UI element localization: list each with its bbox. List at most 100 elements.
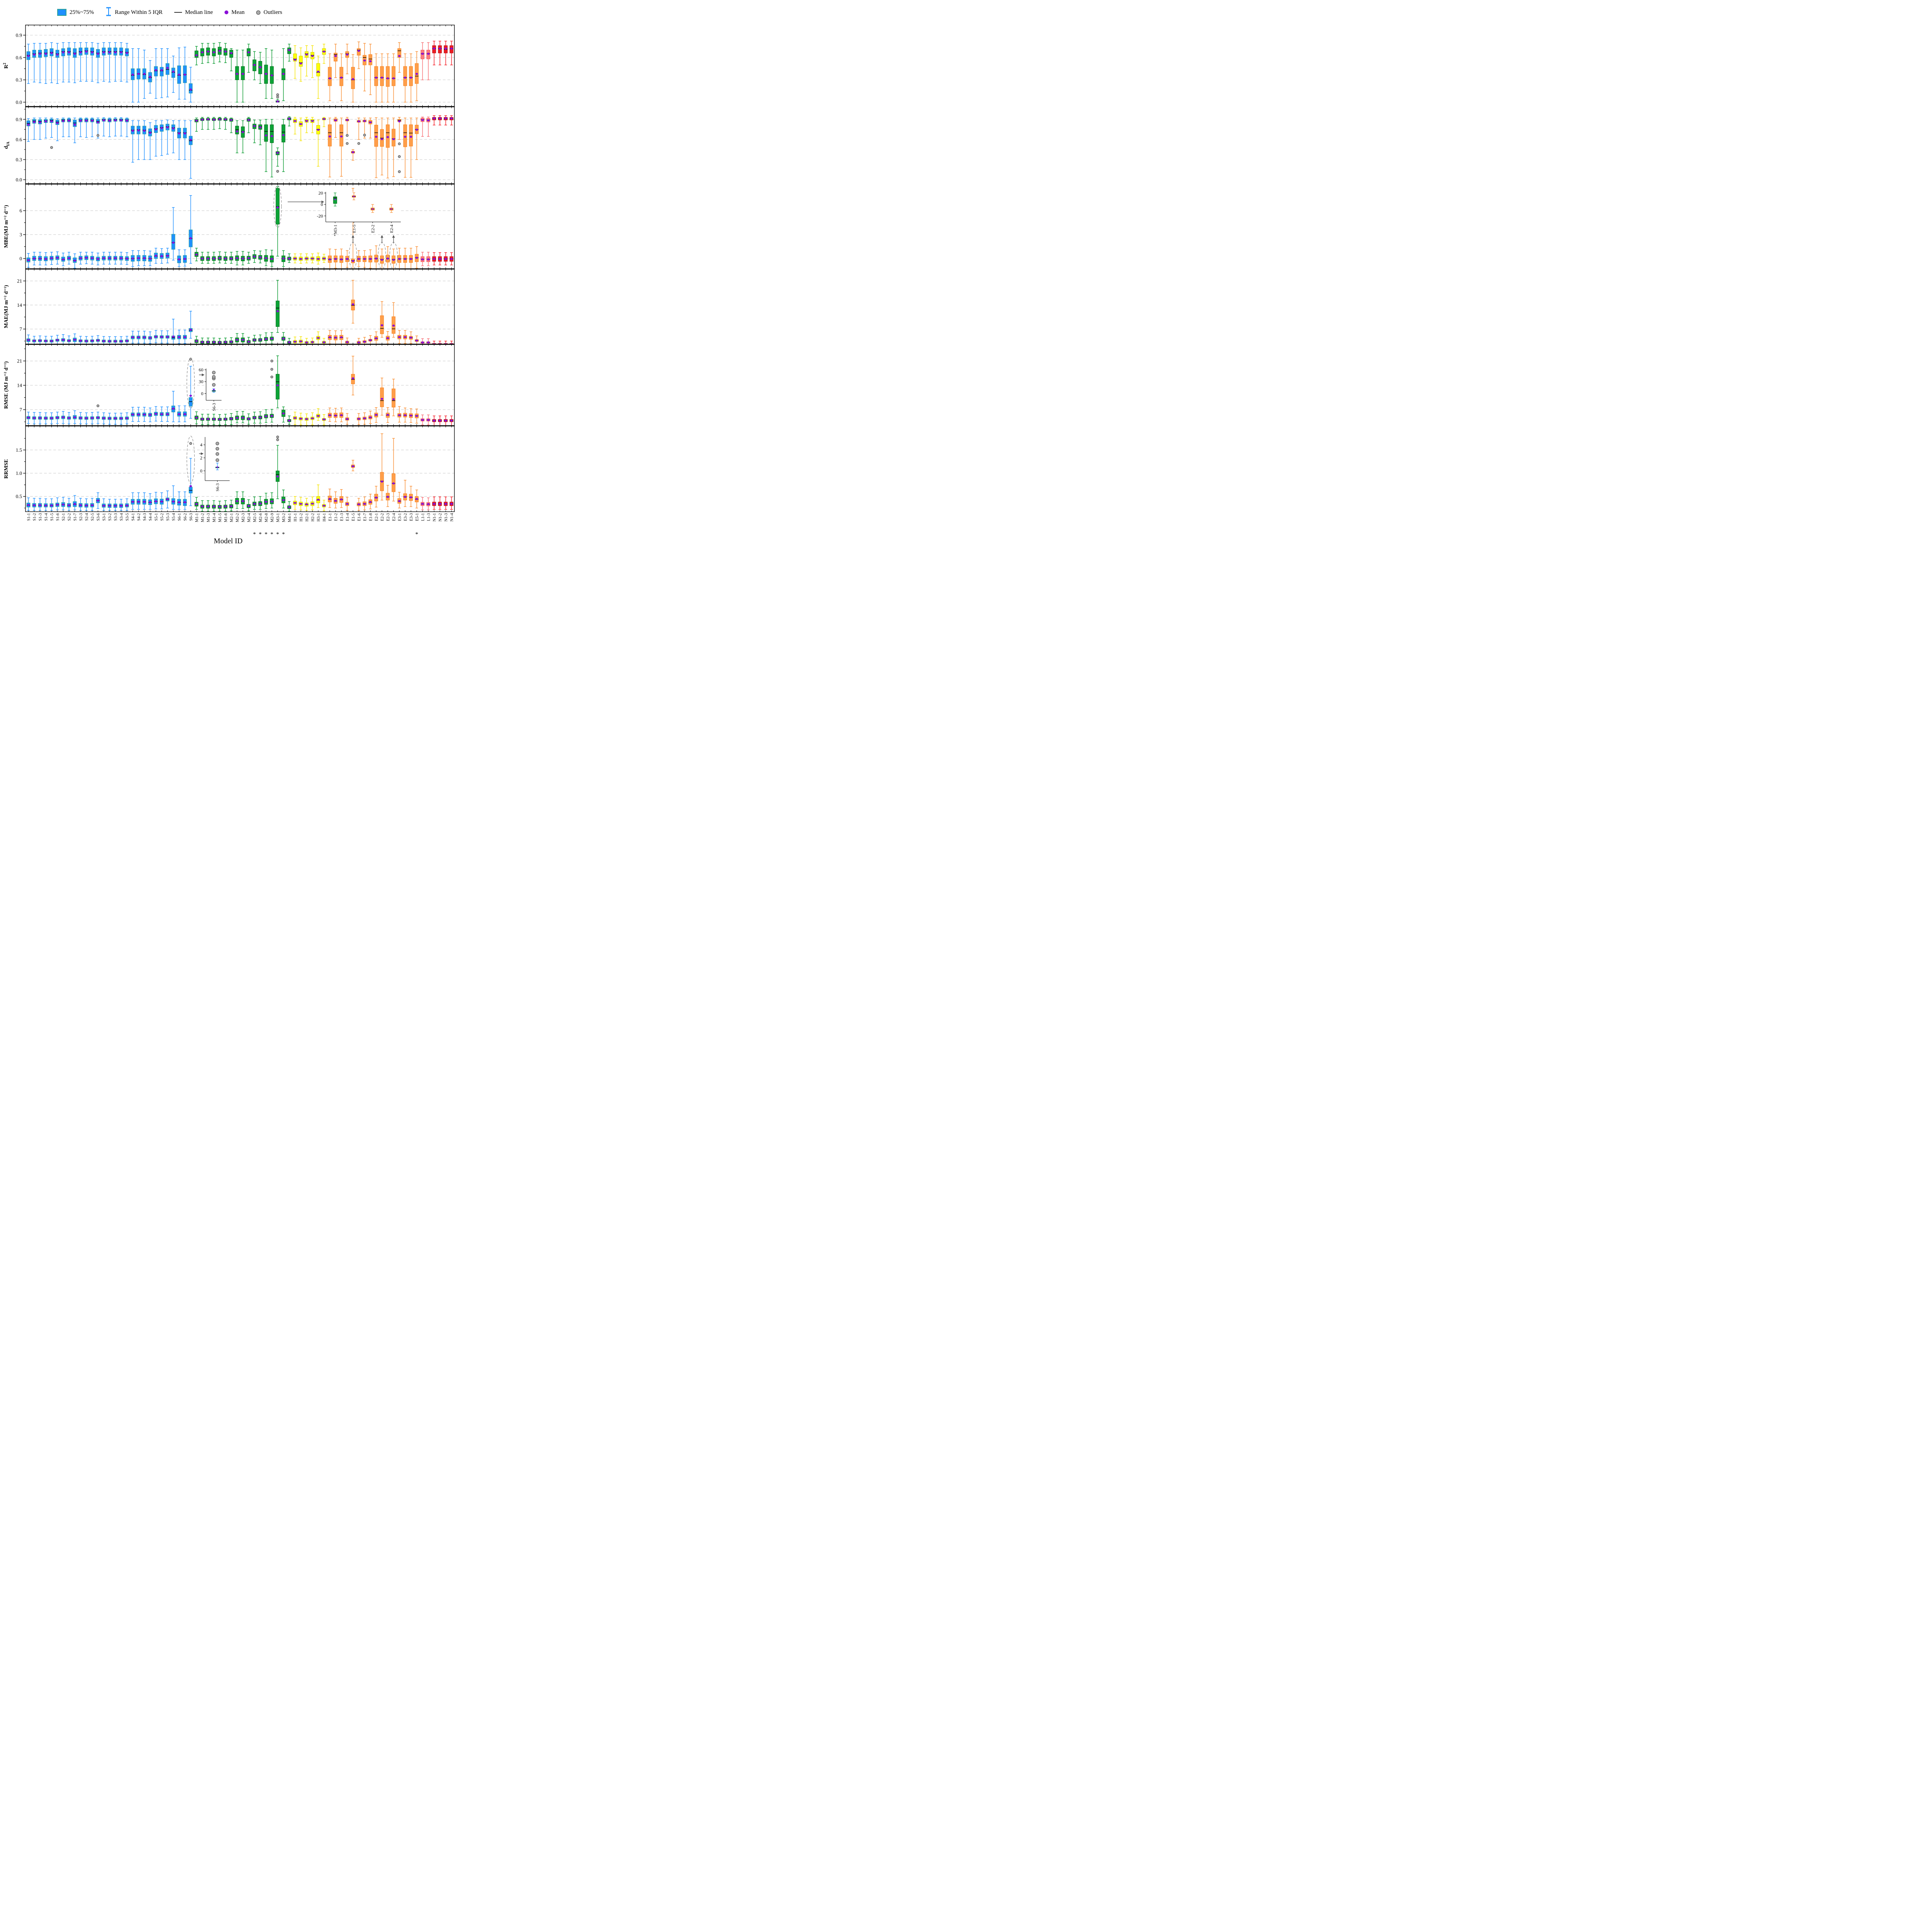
box-S3-3-dIA <box>113 117 117 136</box>
xlabel-S1-3: S1-3 <box>38 513 43 521</box>
box-S4-1-RRMSE <box>131 492 135 510</box>
box-S4-2-dIA <box>136 120 141 160</box>
box-S5-2-MAE <box>160 330 164 344</box>
svg-text:2: 2 <box>200 455 202 461</box>
svg-text:7: 7 <box>20 407 22 413</box>
box-H2-1-MBE <box>304 253 309 264</box>
legend-item-outliers: Outliers <box>256 9 282 16</box>
box-E3-1-MBE <box>397 248 401 269</box>
box-M2-6-MBE <box>258 250 262 264</box>
xlabel-N1-4: N1-4 <box>450 513 454 521</box>
svg-text:0.0: 0.0 <box>16 177 22 183</box>
box-S2-5-RRMSE <box>90 498 94 511</box>
box-S4-4-dIA <box>148 122 152 160</box>
svg-text:0.0: 0.0 <box>16 99 22 105</box>
star-M3-2: * <box>282 531 285 537</box>
box-S5-3-R2 <box>165 48 170 97</box>
box-S1-1-MAE <box>26 334 31 345</box>
box-S3-5-R2 <box>125 43 129 83</box>
outlier-E1-4-dIA <box>346 142 349 145</box>
box-E3-3-MAE <box>409 331 413 344</box>
box-M2-3-RMSE <box>241 411 245 423</box>
box-S6-3-dIA <box>189 120 193 179</box>
box-S1-7-R2 <box>73 42 77 83</box>
box-S3-3-RRMSE <box>113 499 117 511</box>
box-S5-2-RRMSE <box>160 492 164 509</box>
box-E1-8-MAE <box>368 335 372 345</box>
box-S1-6-RRMSE <box>55 497 60 510</box>
svg-text:0.9: 0.9 <box>16 32 22 38</box>
box-S1-4-dIA <box>44 117 48 139</box>
box-E3-1-R2 <box>397 42 401 73</box>
box-E2-1-RRMSE <box>374 486 378 508</box>
box-S6-1-R2 <box>177 48 181 100</box>
svg-text:0: 0 <box>321 202 323 207</box>
outlier-M3-1-RRMSE <box>276 438 279 441</box>
box-S2-5-dIA <box>90 117 94 137</box>
x-axis-labels: S1-1 S1-2 S1-3 S1-4 S1-5 S1-6 S2-1 S2-2 S1-7 S2-3… <box>0 512 456 545</box>
box-L1-3-MBE <box>426 252 430 266</box>
box-S4-3-MBE <box>142 250 146 266</box>
box-E1-1-dIA <box>328 117 332 177</box>
box-S4-4-MBE <box>148 250 152 266</box>
outlier-dot-icon <box>256 10 261 15</box>
xlabel-N1-1: N1-1 <box>432 513 437 522</box>
box-S2-1-MAE <box>61 334 65 345</box>
outlier-M2-9-RMSE <box>270 359 273 362</box>
box-E1-2-MAE <box>333 330 338 345</box>
box-E1-8-RMSE <box>368 411 372 424</box>
xlabel-E5-1: E5-1 <box>415 513 419 521</box>
box-S1-2-MAE <box>32 336 36 345</box>
x-axis-labels-canvas: S1-1 S1-2 S1-3 S1-4 S1-5 S1-6 S2-1 S2-2 S1-7 S2-3… <box>27 513 454 537</box>
box-S2-4-R2 <box>84 42 88 82</box>
box-N1-2-dIA <box>438 115 442 126</box>
box-H2-2-R2 <box>310 45 315 78</box>
box-E2-1-dIA <box>374 117 378 178</box>
xlabel-S4-1: S4-1 <box>131 513 135 521</box>
box-S5-2-MBE <box>160 248 164 264</box>
xlabel-N1-2: N1-2 <box>438 513 442 522</box>
box-S1-7-MBE <box>73 253 77 269</box>
box-H1-2-dIA <box>299 117 303 141</box>
xlabel-M1-6: M1-6 <box>224 513 228 522</box>
box-M1-6-RMSE <box>223 414 228 425</box>
box-S3-4-dIA <box>119 117 123 136</box>
box-E2-4-MBE <box>391 248 396 269</box>
box-S3-6-R2 <box>96 43 100 83</box>
box-M2-1-RRMSE <box>229 500 233 511</box>
box-N1-1-RRMSE <box>432 497 436 510</box>
outlier-E3-1-dIA <box>398 142 401 145</box>
box-M1-6-MBE <box>223 252 228 264</box>
box-E5-1-MBE <box>415 246 419 269</box>
legend-item-range: Range Within 5 IQR <box>105 7 163 19</box>
box-S2-2-dIA <box>67 117 71 137</box>
box-M2-3-MAE <box>241 333 245 345</box>
box-S6-2-RMSE <box>183 405 187 422</box>
box-S4-1-MBE <box>131 250 135 267</box>
median-line-icon <box>174 12 182 13</box>
box-M2-1-RMSE <box>229 413 233 425</box>
box-M2-5-MBE <box>252 250 257 263</box>
arrow-to-inset <box>321 200 324 203</box>
box-E2-1-MAE <box>374 331 378 345</box>
box-S1-1-dIA <box>26 118 31 142</box>
outlier-E3-1-dIA <box>398 155 401 158</box>
box-M2-1-dIA <box>229 117 233 133</box>
svg-text:3: 3 <box>20 232 22 238</box>
box-N1-1-R2 <box>432 41 436 65</box>
box-S3-6-MBE <box>96 252 100 265</box>
box-S1-3-R2 <box>38 43 42 83</box>
xlabel-M2-9: M2-9 <box>270 513 274 522</box>
legend-median-label: Median line <box>185 9 213 15</box>
box-S6-3-MBE <box>189 195 193 264</box>
xlabel-H3-1: H3-1 <box>316 513 321 522</box>
xlabel-S1-7: S1-7 <box>73 513 77 521</box>
box-M2-5-RMSE <box>252 412 257 423</box>
box-M2-6-R2 <box>258 52 262 84</box>
box-N1-2-MBE <box>438 252 442 265</box>
box-M3-1-RMSE <box>276 355 280 408</box>
xlabel-S3-1: S3-1 <box>102 513 106 521</box>
box-M2-1-MAE <box>229 337 233 345</box>
xlabel-N1-3: N1-3 <box>444 513 448 522</box>
box-S4-4-RRMSE <box>148 493 152 510</box>
